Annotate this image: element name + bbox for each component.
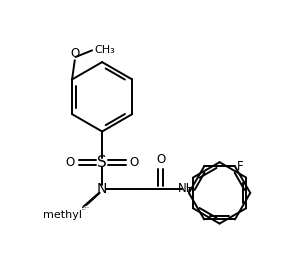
- Text: O: O: [66, 156, 75, 169]
- Text: O: O: [129, 156, 139, 169]
- Text: O: O: [70, 47, 79, 60]
- Text: F: F: [237, 160, 243, 173]
- Text: O: O: [156, 153, 165, 166]
- Text: methyl: methyl: [85, 206, 90, 208]
- Text: methyl: methyl: [86, 203, 91, 204]
- Text: methyl: methyl: [42, 210, 82, 220]
- Text: NH: NH: [178, 182, 195, 195]
- Text: methyl: methyl: [79, 205, 84, 207]
- Text: methyl: methyl: [82, 209, 87, 210]
- Text: CH₃: CH₃: [94, 44, 115, 54]
- Text: N: N: [97, 182, 107, 196]
- Text: S: S: [97, 155, 107, 170]
